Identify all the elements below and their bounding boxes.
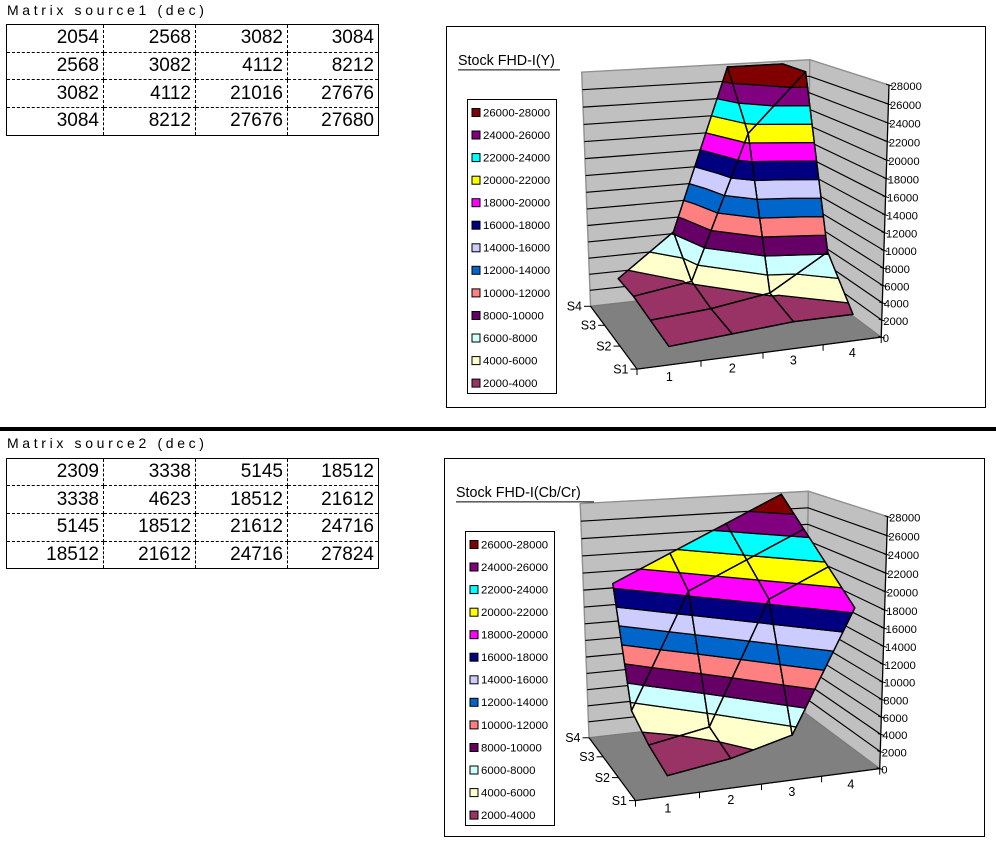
svg-text:12000-14000: 12000-14000 [483,265,550,277]
svg-text:22000: 22000 [887,569,918,581]
svg-text:8000-10000: 8000-10000 [481,742,542,754]
svg-text:24000: 24000 [889,119,920,131]
svg-text:4: 4 [849,346,856,360]
svg-text:2000: 2000 [883,316,908,328]
svg-text:24000-26000: 24000-26000 [483,130,550,142]
svg-text:20000: 20000 [886,587,917,599]
svg-text:4000-6000: 4000-6000 [481,787,535,799]
svg-text:22000: 22000 [889,137,920,149]
svg-text:16000: 16000 [887,193,918,205]
svg-text:4000: 4000 [882,730,907,742]
svg-text:4: 4 [847,777,854,791]
svg-text:6000-8000: 6000-8000 [483,333,537,345]
svg-text:26000-28000: 26000-28000 [481,539,548,551]
svg-text:20000: 20000 [888,156,919,168]
svg-text:8000-10000: 8000-10000 [483,310,544,322]
svg-text:28000: 28000 [889,512,920,524]
svg-text:18000-20000: 18000-20000 [481,630,548,642]
svg-text:26000: 26000 [888,531,919,543]
svg-text:S2: S2 [594,771,609,785]
svg-text:0: 0 [883,333,889,345]
svg-text:14000: 14000 [885,642,916,654]
svg-text:0: 0 [881,764,887,776]
svg-text:1: 1 [664,801,671,815]
svg-text:6000: 6000 [884,281,909,293]
svg-text:6000: 6000 [882,713,907,725]
svg-text:2000-4000: 2000-4000 [481,810,535,822]
svg-text:S3: S3 [581,319,596,333]
svg-text:S1: S1 [611,794,626,808]
svg-text:S1: S1 [613,362,628,376]
svg-text:2: 2 [727,793,734,807]
svg-text:3: 3 [790,354,797,368]
svg-text:S4: S4 [565,731,580,745]
svg-text:18000: 18000 [886,606,917,618]
svg-text:14000: 14000 [887,211,918,223]
svg-text:20000-22000: 20000-22000 [483,175,550,187]
svg-text:Stock FHD-I(Y): Stock FHD-I(Y) [458,53,555,69]
svg-text:12000-14000: 12000-14000 [481,697,548,709]
svg-text:S3: S3 [579,750,594,764]
svg-text:S4: S4 [567,300,582,314]
svg-text:1: 1 [666,370,673,384]
svg-text:3: 3 [788,785,795,799]
svg-text:16000: 16000 [885,624,916,636]
svg-text:10000: 10000 [885,246,916,258]
svg-text:14000-16000: 14000-16000 [483,243,550,255]
svg-text:10000-12000: 10000-12000 [481,720,548,732]
svg-text:6000-8000: 6000-8000 [481,765,535,777]
svg-text:2000: 2000 [881,747,906,759]
svg-text:2: 2 [729,362,736,376]
svg-text:14000-16000: 14000-16000 [481,675,548,687]
svg-text:16000-18000: 16000-18000 [483,220,550,232]
svg-text:22000-24000: 22000-24000 [481,585,548,597]
svg-text:10000-12000: 10000-12000 [483,288,550,300]
svg-text:4000-6000: 4000-6000 [483,355,537,367]
svg-text:18000: 18000 [888,174,919,186]
svg-text:28000: 28000 [891,81,922,93]
svg-text:8000: 8000 [885,264,910,276]
svg-text:26000: 26000 [890,100,921,112]
svg-text:18000-20000: 18000-20000 [483,198,550,210]
svg-text:10000: 10000 [883,678,914,690]
svg-text:4000: 4000 [884,299,909,311]
svg-text:2000-4000: 2000-4000 [483,378,537,390]
svg-text:26000-28000: 26000-28000 [483,107,550,119]
svg-text:16000-18000: 16000-18000 [481,652,548,664]
svg-text:24000: 24000 [887,550,918,562]
svg-text:22000-24000: 22000-24000 [483,153,550,165]
svg-text:24000-26000: 24000-26000 [481,562,548,574]
svg-text:Stock FHD-I(Cb/Cr): Stock FHD-I(Cb/Cr) [456,485,581,501]
svg-text:20000-22000: 20000-22000 [481,607,548,619]
svg-text:12000: 12000 [886,229,917,241]
svg-text:S2: S2 [596,339,611,353]
svg-text:12000: 12000 [884,660,915,672]
svg-text:8000: 8000 [883,695,908,707]
